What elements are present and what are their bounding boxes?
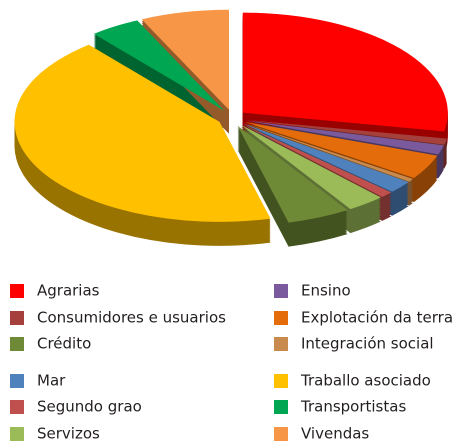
legend-label: Agrarias	[37, 282, 100, 300]
slice	[241, 123, 392, 197]
legend-label: Ensino	[301, 282, 351, 300]
legend-label: Mar	[37, 372, 66, 390]
slice	[14, 44, 271, 222]
slice	[93, 20, 225, 111]
legend-label: Consumidores e usuarios	[37, 309, 226, 327]
legend-swatch	[274, 284, 288, 298]
legend-swatch	[274, 374, 288, 388]
slice	[244, 121, 438, 179]
legend-label: Integración social	[301, 335, 434, 353]
legend-label: Traballo asociado	[300, 372, 431, 390]
legend-swatch	[274, 400, 288, 414]
legend-swatch	[10, 337, 24, 351]
legend-swatch	[10, 374, 24, 388]
legend-swatch	[10, 284, 24, 298]
slice	[141, 9, 229, 110]
legend-label: Explotación da terra	[301, 309, 453, 327]
slice	[245, 120, 444, 155]
slice	[242, 123, 409, 192]
legend-swatch	[274, 311, 288, 325]
legend-label: Segundo grao	[37, 398, 142, 416]
legend-swatch	[10, 427, 24, 441]
slice	[245, 119, 448, 145]
legend-label: Servizos	[37, 425, 100, 443]
legend-label: Vivendas	[301, 425, 369, 443]
legend-swatch	[10, 311, 24, 325]
slice	[243, 122, 414, 182]
slice	[242, 12, 448, 132]
legend-swatch	[10, 400, 24, 414]
slice	[240, 124, 381, 210]
legend-swatch	[274, 427, 288, 441]
legend-swatch	[274, 337, 288, 351]
legend-label: Crédito	[37, 335, 91, 353]
slice	[237, 125, 348, 223]
legend-label: Transportistas	[300, 398, 406, 416]
